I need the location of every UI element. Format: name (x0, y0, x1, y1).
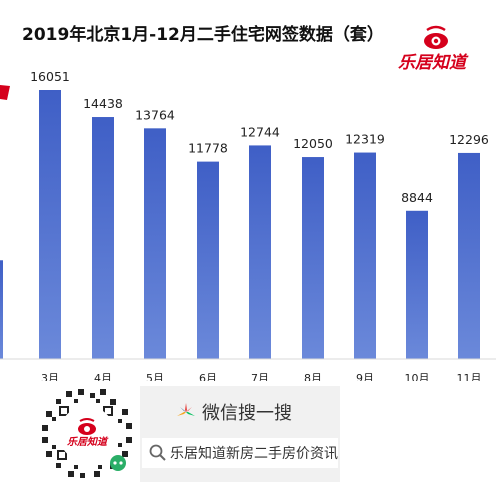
search-box[interactable]: 乐居知道新房二手房价资讯 (142, 438, 338, 468)
value-label-3月: 16051 (30, 69, 70, 84)
value-label-11月: 12296 (449, 132, 489, 147)
value-label-8月: 12050 (293, 136, 333, 151)
wechat-search-row[interactable]: 微信搜一搜 (176, 400, 292, 424)
value-label-4月: 14438 (83, 96, 123, 111)
search-icon (149, 444, 166, 461)
svg-text:乐居知道: 乐居知道 (67, 436, 109, 448)
bar-4月 (92, 117, 114, 359)
bar-5月 (144, 128, 166, 359)
qr-code-icon[interactable]: 乐居知道 (38, 385, 136, 483)
value-label-10月: 8844 (401, 190, 433, 205)
bar-11月 (458, 152, 480, 359)
wechat-search-icon (177, 403, 195, 416)
value-label-5月: 13764 (135, 107, 175, 122)
x-tick-label: 6月 (199, 372, 217, 381)
bar-10月 (406, 210, 428, 359)
x-tick-label: 5月 (146, 372, 164, 381)
x-tick-label: 10月 (405, 372, 430, 381)
leju-logo: 乐居知道 (398, 25, 469, 73)
x-tick-label: 11月 (457, 372, 482, 381)
search-query-text: 乐居知道新房二手房价资讯 (170, 446, 338, 462)
bar-8月 (302, 157, 324, 359)
bar-chart: 2019年北京1月-12月二手住宅网签数据（套） 乐居知道 912月160513… (0, 24, 496, 381)
bar-2月 (0, 260, 3, 359)
x-tick-label: 2月 (0, 372, 1, 381)
wechat-search-label: 微信搜一搜 (202, 403, 292, 424)
eye-icon (424, 25, 448, 49)
x-tick-label: 4月 (94, 372, 112, 381)
wechat-search-panel: 微信搜一搜 乐居知道新房二手房价资讯 (140, 386, 340, 482)
value-label-9月: 12319 (345, 132, 385, 147)
bar-9月 (354, 152, 376, 359)
bar-6月 (197, 161, 219, 359)
bar-7月 (249, 145, 271, 359)
value-label-6月: 11778 (188, 141, 228, 156)
x-tick-label: 3月 (41, 372, 59, 381)
x-tick-label: 9月 (356, 372, 374, 381)
x-tick-label: 8月 (304, 372, 322, 381)
bar-3月 (39, 90, 61, 359)
leju-watermark-text: 乐居知道 (398, 53, 469, 73)
x-tick-label: 7月 (251, 372, 269, 381)
chart-title: 2019年北京1月-12月二手住宅网签数据（套） (22, 24, 384, 45)
value-label-7月: 12744 (240, 124, 280, 139)
leju-watermark-fragment (0, 85, 10, 100)
